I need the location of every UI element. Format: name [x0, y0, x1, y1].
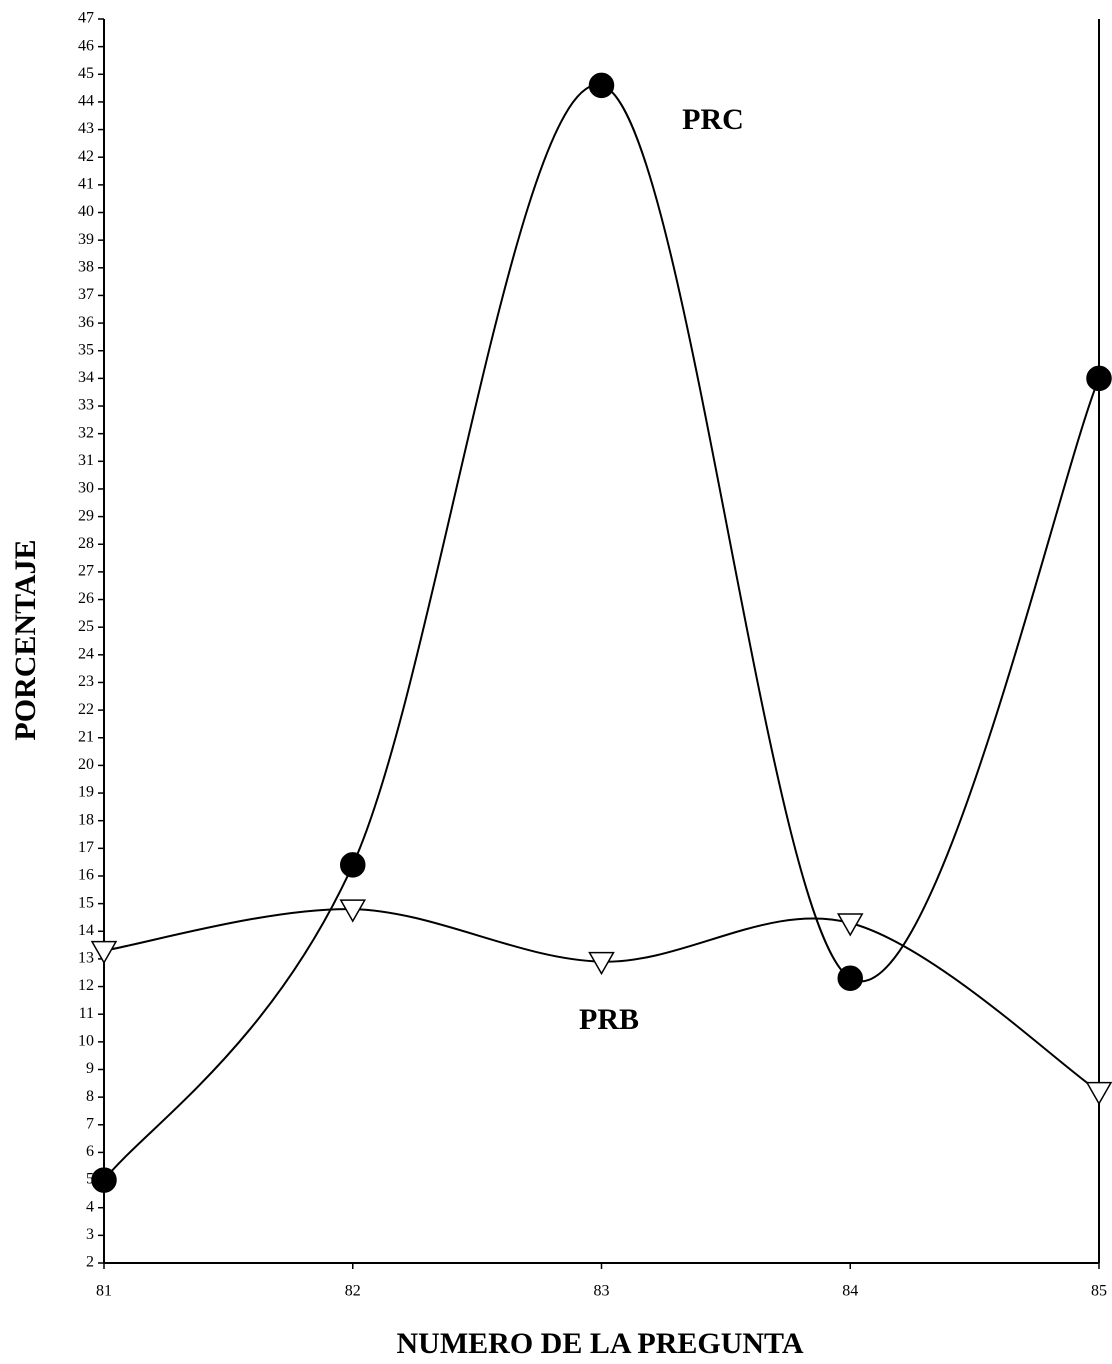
x-tick-label: 82: [345, 1283, 361, 1300]
y-tick-label: 17: [78, 839, 94, 856]
y-tick-label: 33: [78, 397, 94, 414]
y-tick-label: 32: [78, 424, 94, 441]
y-tick-label: 47: [78, 10, 94, 27]
y-tick-label: 15: [78, 894, 94, 911]
y-tick-label: 42: [78, 148, 94, 165]
y-tick-label: 27: [78, 563, 94, 580]
marker: [836, 913, 864, 937]
y-tick-label: 40: [78, 203, 94, 220]
y-tick-label: 14: [78, 922, 94, 939]
marker: [339, 899, 367, 923]
y-tick-label: 35: [78, 341, 94, 358]
y-tick-label: 36: [78, 314, 94, 331]
y-tick-label: 16: [78, 867, 94, 884]
y-tick-label: 7: [86, 1115, 94, 1132]
y-tick-label: 8: [86, 1088, 94, 1105]
marker: [90, 940, 118, 965]
y-tick-label: 4: [86, 1198, 94, 1215]
series-line: [103, 908, 1100, 1093]
y-tick-label: 46: [78, 37, 94, 54]
y-tick-label: 3: [86, 1226, 94, 1243]
marker: [1086, 365, 1112, 392]
y-tick-label: 11: [79, 1005, 94, 1022]
y-tick-label: 38: [78, 258, 94, 275]
y-tick-label: 26: [78, 590, 94, 607]
marker: [588, 951, 615, 976]
y-tick-label: 2: [86, 1254, 94, 1271]
series-label: PRC: [682, 103, 744, 136]
y-tick-label: 29: [78, 507, 94, 524]
y-tick-label: 23: [78, 673, 94, 690]
y-tick-label: 5: [86, 1171, 94, 1188]
marker: [837, 965, 863, 992]
y-tick-label: 39: [78, 231, 94, 248]
marker: [1085, 1081, 1112, 1106]
y-tick-label: 43: [78, 120, 94, 137]
y-tick-label: 28: [78, 535, 94, 552]
y-tick-label: 44: [78, 93, 94, 110]
marker: [91, 1167, 117, 1193]
y-tick-label: 20: [78, 756, 94, 773]
x-tick-label: 83: [594, 1283, 610, 1300]
y-tick-label: 9: [86, 1060, 94, 1077]
y-tick-label: 18: [78, 811, 94, 828]
x-tick-label: 85: [1091, 1283, 1107, 1300]
x-tick-label: 81: [96, 1283, 112, 1300]
y-tick-label: 21: [78, 728, 94, 745]
x-tick-label: 84: [842, 1283, 858, 1300]
marker: [340, 852, 366, 878]
y-tick-label: 41: [78, 176, 94, 193]
y-axis-title: PORCENTAJE: [9, 539, 42, 740]
y-tick-label: 25: [78, 618, 94, 635]
y-tick-label: 45: [78, 65, 94, 82]
y-tick-label: 30: [78, 480, 94, 497]
y-tick-label: 19: [78, 784, 94, 801]
y-tick-label: 22: [78, 701, 94, 718]
y-tick-label: 6: [86, 1143, 94, 1160]
series-line: [103, 84, 1100, 1181]
marker: [588, 72, 615, 99]
y-tick-label: 37: [78, 286, 94, 303]
series-label: PRB: [579, 1003, 639, 1036]
y-tick-label: 12: [78, 977, 94, 994]
x-axis-title: NUMERO DE LA PREGUNTA: [397, 1327, 804, 1360]
y-tick-label: 10: [78, 1033, 94, 1050]
y-tick-label: 31: [78, 452, 94, 469]
y-tick-label: 34: [78, 369, 94, 386]
y-tick-label: 24: [78, 645, 94, 662]
y-tick-label: 13: [78, 950, 94, 967]
